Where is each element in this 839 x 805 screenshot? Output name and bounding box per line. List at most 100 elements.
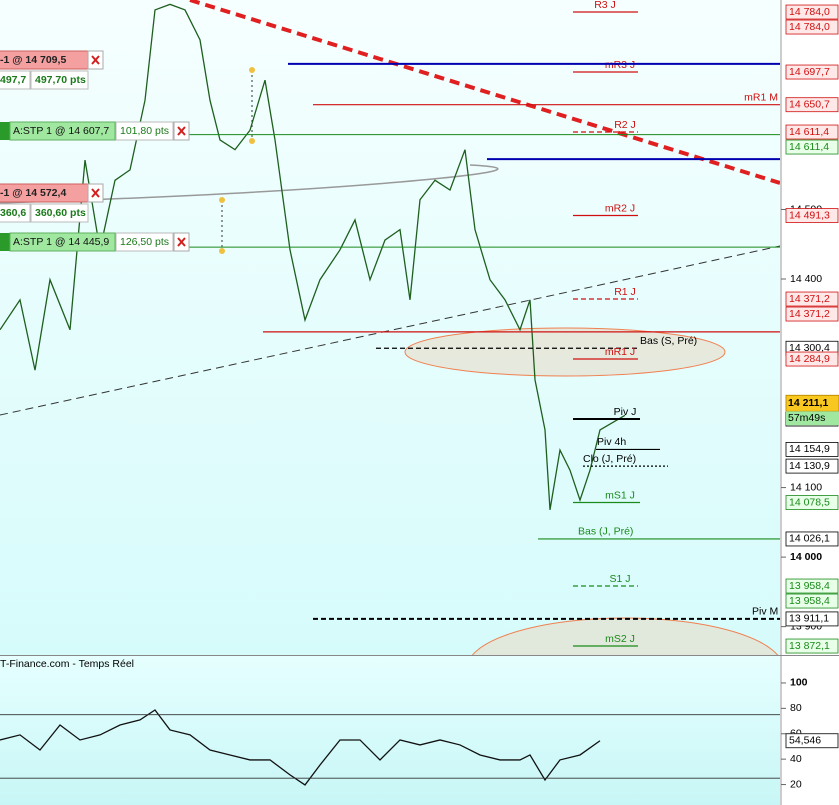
trendline: [189, 0, 780, 185]
pts-box: [115, 121, 174, 141]
price-label-box: [785, 578, 839, 594]
annotations: [0, 0, 780, 655]
order-label: -1 @ 14 572,4: [0, 187, 66, 199]
price-label: 14 491,3: [789, 209, 830, 221]
order-box: [9, 232, 116, 252]
timer-box: [786, 411, 839, 426]
order-pl: 360,6: [0, 207, 26, 219]
close-icon: [177, 237, 186, 247]
pts-box: [30, 203, 89, 223]
price-label-box: [785, 19, 839, 35]
level-label: mS1 J: [605, 489, 635, 501]
close-icon: [177, 126, 186, 136]
order-icon: [0, 122, 10, 140]
price-label-box: [785, 531, 839, 547]
level-label: R2 J: [614, 119, 636, 131]
price-label-box: [785, 4, 839, 20]
close-icon: [91, 188, 100, 198]
source: T-Finance.com - Temps Réel: [0, 658, 134, 670]
price-label-box: [785, 351, 839, 367]
price-label-box: [785, 124, 839, 140]
anchor: [249, 138, 255, 144]
order-pl: 497,7: [0, 74, 26, 86]
pts-box: [30, 70, 89, 90]
y-tick-label: 80: [790, 702, 802, 714]
level-label: mR1 J: [605, 346, 635, 358]
level-label: mR2 J: [605, 202, 635, 214]
price-label: 13 872,1: [789, 640, 830, 652]
y-tick-label: 14 400: [790, 273, 822, 285]
pts-box: [115, 232, 174, 252]
price-label-box: [785, 638, 839, 654]
price-label-box: [785, 97, 839, 113]
trendline: [0, 245, 780, 416]
order-label: -1 @ 14 709,5: [0, 54, 66, 66]
price-label: 13 911,1: [789, 613, 829, 625]
price-label: 14 784,0: [789, 6, 830, 18]
level-label: Piv M: [752, 606, 778, 618]
y-tick-label: 100: [790, 677, 808, 689]
rsi-last-box: [785, 733, 839, 749]
y-tick-label: 20: [790, 778, 802, 790]
price-label-box: [785, 611, 839, 627]
price-label-box: [785, 442, 839, 457]
price-label-box: [785, 458, 839, 474]
level-label: Bas (S, Pré): [640, 335, 697, 347]
y-tick-label: 40: [790, 753, 802, 765]
y-tick-label: 14 000: [790, 551, 822, 563]
level-label: R3 J: [594, 0, 616, 11]
last-price: 14 211,1: [788, 397, 828, 409]
price-label: 14 284,9: [789, 353, 830, 365]
price-label: 14 611,4: [789, 126, 829, 138]
price-label: 14 300,4: [789, 342, 830, 354]
anchor: [249, 67, 255, 73]
price-line: [0, 3, 626, 510]
price-label: 14 611,4: [789, 141, 829, 153]
order-pts: 497,70 pts: [35, 74, 86, 86]
price-label: 13 958,4: [789, 580, 830, 592]
price-label: 13 958,4: [789, 595, 830, 607]
anchor: [219, 248, 225, 254]
order-label: A:STP 1 @ 14 445,9: [13, 236, 109, 248]
level-label: Bas (J, Pré): [578, 526, 633, 538]
price-label: 14 078,5: [789, 496, 830, 508]
level-label: Clo (J, Pré): [583, 453, 636, 465]
timer: 57m49s: [788, 412, 825, 424]
price-panel: [0, 0, 780, 655]
price-label: 14 650,7: [789, 98, 830, 110]
y-tick-label: 14 100: [790, 481, 822, 493]
price-label: 14 154,9: [789, 443, 830, 455]
level-label: S1 J: [609, 573, 630, 585]
price-line: [0, 709, 601, 786]
order-label: A:STP 1 @ 14 607,7: [13, 125, 109, 137]
rsi-panel: [0, 656, 780, 805]
order-box: [9, 121, 116, 141]
moving-average: [0, 164, 499, 204]
price-label: 14 371,2: [789, 308, 830, 320]
level-label: mR1 M: [744, 91, 778, 103]
price-label-box: [785, 139, 839, 155]
price-label: 14 026,1: [789, 533, 830, 545]
level-label: mS2 J: [605, 633, 635, 645]
price-label-box: [785, 208, 839, 223]
price-label-box: [785, 64, 839, 80]
price-label-box: [785, 495, 839, 510]
level-label: Piv 4h: [597, 436, 626, 448]
order-icon: [0, 233, 10, 251]
rsi-last: 54,546: [789, 734, 821, 746]
level-label: Piv J: [614, 406, 637, 418]
price-label-box: [785, 306, 839, 322]
order-pts: 360,60 pts: [35, 207, 86, 219]
pl-box: [0, 203, 31, 223]
price-label: 14 371,2: [789, 293, 830, 305]
anchor: [219, 197, 225, 203]
price-label: 14 130,9: [789, 460, 830, 472]
close-icon: [91, 55, 100, 65]
price-label: 14 697,7: [789, 66, 830, 78]
price-label: 14 784,0: [789, 21, 830, 33]
price-label-box: [785, 593, 839, 609]
zone: [404, 327, 726, 377]
pl-box: [0, 70, 31, 90]
